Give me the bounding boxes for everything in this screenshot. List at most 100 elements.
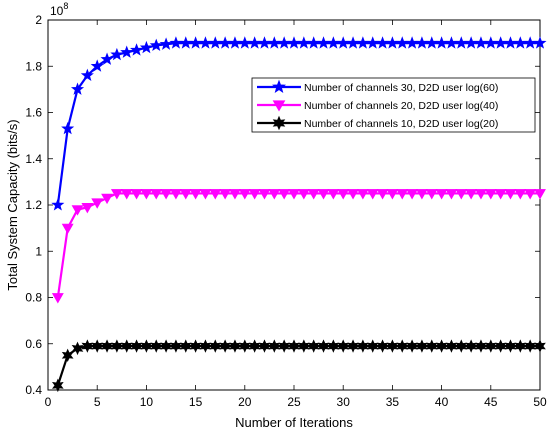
- data-point: [139, 40, 153, 54]
- data-point: [229, 189, 241, 200]
- data-point: [504, 189, 517, 200]
- data-point: [51, 293, 64, 304]
- data-point: [110, 47, 124, 61]
- series-1: [51, 36, 547, 211]
- x-tick-label: 20: [238, 395, 252, 409]
- x-tick-label: 40: [435, 395, 449, 409]
- data-point: [219, 189, 232, 200]
- data-point: [81, 202, 94, 214]
- data-point: [317, 189, 330, 200]
- data-point: [70, 82, 85, 95]
- data-point: [51, 198, 65, 211]
- data-point: [327, 189, 340, 200]
- data-point: [71, 205, 84, 216]
- data-point: [484, 189, 497, 200]
- data-point: [149, 38, 163, 51]
- x-tick-label: 15: [189, 395, 203, 409]
- y-axis-label: Total System Capacity (bits/s): [5, 119, 20, 290]
- data-point: [435, 189, 448, 200]
- data-point: [140, 189, 153, 200]
- data-point: [160, 189, 172, 200]
- y-tick-label: 0.4: [25, 383, 42, 397]
- data-point: [61, 121, 75, 135]
- data-point: [130, 189, 143, 200]
- data-point: [445, 189, 458, 200]
- legend-label: Number of channels 30, D2D user log(60): [304, 82, 498, 94]
- data-point: [268, 189, 281, 200]
- y-multiplier-exponent: 8: [63, 1, 68, 11]
- legend-entry: Number of channels 20, D2D user log(40): [257, 100, 498, 112]
- data-point: [524, 189, 537, 200]
- series-2: [51, 189, 546, 304]
- y-tick-label: 1: [35, 244, 42, 258]
- data-point: [248, 189, 261, 200]
- data-point: [71, 341, 84, 356]
- data-point: [465, 189, 478, 200]
- data-point: [494, 189, 507, 200]
- y-tick-label: 2: [35, 13, 42, 27]
- y-tick-label: 0.8: [25, 291, 42, 305]
- data-point: [100, 52, 114, 65]
- data-point: [61, 223, 74, 235]
- x-axis-label: Number of Iterations: [235, 415, 353, 430]
- y-tick-label: 1.4: [25, 152, 42, 166]
- data-point: [534, 189, 546, 200]
- legend-marker: [272, 115, 286, 131]
- data-point: [159, 37, 173, 50]
- y-multiplier-base: 10: [50, 4, 64, 18]
- data-point: [534, 339, 546, 353]
- data-point: [416, 189, 428, 200]
- data-point: [189, 189, 202, 200]
- data-point: [288, 189, 300, 200]
- data-point: [356, 189, 369, 200]
- data-point: [533, 36, 547, 49]
- data-point: [110, 189, 123, 200]
- data-point: [80, 68, 94, 82]
- x-tick-label: 5: [94, 395, 101, 409]
- data-point: [386, 189, 399, 200]
- data-point: [61, 348, 74, 363]
- plot-area: [47, 19, 541, 391]
- data-point: [297, 189, 310, 200]
- legend-label: Number of channels 10, D2D user log(20): [304, 118, 498, 130]
- data-point: [238, 189, 251, 200]
- data-point: [91, 198, 104, 209]
- legend-label: Number of channels 20, D2D user log(40): [304, 100, 498, 112]
- x-tick-label: 10: [140, 395, 154, 409]
- data-point: [199, 189, 212, 200]
- data-point: [101, 193, 113, 205]
- data-point: [170, 189, 182, 200]
- data-point: [396, 189, 409, 200]
- series-3: [51, 339, 546, 393]
- legend-entry: Number of channels 30, D2D user log(60): [257, 79, 498, 94]
- data-point: [90, 59, 104, 72]
- data-point: [258, 189, 271, 200]
- series-layer: [51, 36, 547, 393]
- x-tick-label: 50: [533, 395, 547, 409]
- data-point: [120, 45, 134, 58]
- data-point: [475, 189, 487, 200]
- legend-marker: [272, 79, 286, 93]
- y-tick-label: 0.6: [25, 337, 42, 351]
- data-point: [278, 189, 291, 200]
- data-point: [347, 189, 359, 200]
- legend: Number of channels 30, D2D user log(60) N…: [251, 77, 536, 133]
- data-point: [307, 189, 320, 200]
- data-point: [51, 378, 64, 393]
- legend-marker: [272, 100, 286, 112]
- data-point: [120, 189, 133, 200]
- x-tick-label: 45: [484, 395, 498, 409]
- data-point: [150, 189, 163, 200]
- x-tick-label: 35: [386, 395, 400, 409]
- legend-entries: Number of channels 30, D2D user log(60) N…: [257, 79, 498, 131]
- data-point: [406, 189, 418, 200]
- data-point: [425, 189, 438, 200]
- data-point: [455, 189, 468, 200]
- data-point: [179, 189, 192, 200]
- data-point: [366, 189, 379, 200]
- y-tick-label: 1.6: [25, 106, 42, 120]
- data-point: [130, 43, 144, 56]
- x-tick-label: 30: [337, 395, 351, 409]
